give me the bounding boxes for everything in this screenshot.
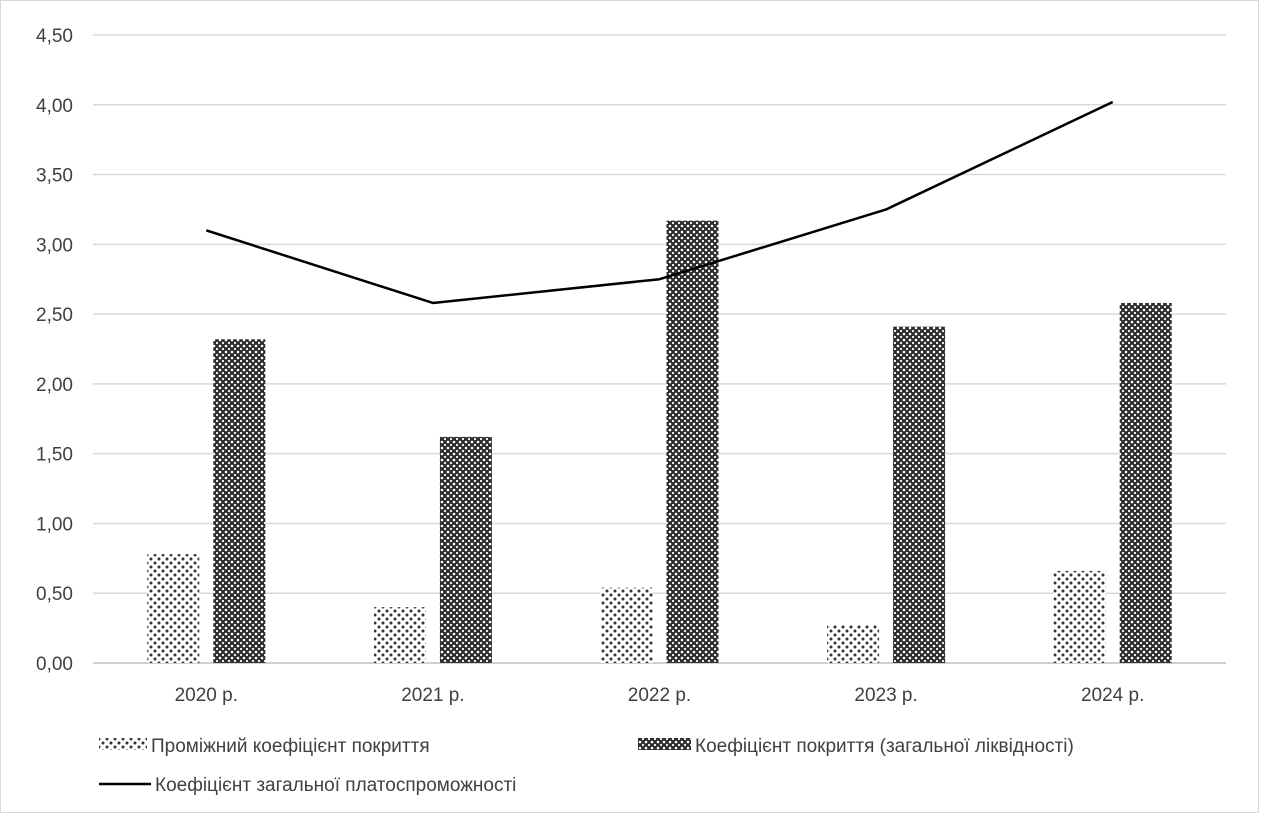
y-tick-label: 4,50 xyxy=(36,26,73,47)
x-tick-label: 2021 р. xyxy=(401,685,464,706)
legend-swatch-dotted xyxy=(99,738,147,750)
y-tick-label: 1,50 xyxy=(36,445,73,466)
legend-swatch-crosshatch xyxy=(638,738,691,750)
line-solvency xyxy=(205,100,1114,305)
y-tick-label: 4,00 xyxy=(36,96,73,117)
x-axis-ticks: 2020 р. 2021 р. 2022 р. 2023 р. 2024 р. xyxy=(175,685,1145,706)
bar-total-liquidity xyxy=(666,220,719,663)
x-tick-label: 2020 р. xyxy=(175,685,238,706)
legend-label-intermediate-coverage: Проміжний коефіцієнт покриття xyxy=(151,736,430,757)
bar-total-liquidity xyxy=(893,326,946,663)
y-tick-label: 2,50 xyxy=(36,305,73,326)
bar-total-liquidity xyxy=(213,339,266,663)
bar-intermediate-coverage xyxy=(147,554,200,663)
legend-item-intermediate-coverage: Проміжний коефіцієнт покриття xyxy=(99,736,430,757)
bars xyxy=(147,220,1172,663)
legend-item-solvency: Коефіцієнт загальної платоспроможності xyxy=(99,775,516,796)
bar-intermediate-coverage xyxy=(827,625,880,663)
y-tick-label: 2,00 xyxy=(36,375,73,396)
y-tick-label: 3,00 xyxy=(36,235,73,256)
y-tick-label: 0,00 xyxy=(36,654,73,675)
y-tick-label: 1,00 xyxy=(36,514,73,535)
legend: Проміжний коефіцієнт покриття Коефіцієнт… xyxy=(99,736,1074,796)
x-tick-label: 2022 р. xyxy=(628,685,691,706)
y-axis-ticks: 0,00 0,50 1,00 1,50 2,00 2,50 3,00 3,50 4,00 4,50 xyxy=(36,26,73,675)
bar-intermediate-coverage xyxy=(600,587,653,663)
line-series xyxy=(205,100,1114,305)
legend-item-total-liquidity: Коефіцієнт покриття (загальної ліквіднос… xyxy=(638,736,1074,757)
grid-layer xyxy=(93,34,1226,664)
y-tick-label: 3,50 xyxy=(36,166,73,187)
x-tick-label: 2024 р. xyxy=(1081,685,1144,706)
y-tick-label: 0,50 xyxy=(36,584,73,605)
bar-total-liquidity xyxy=(439,436,492,663)
bar-intermediate-coverage xyxy=(373,607,426,663)
bar-intermediate-coverage xyxy=(1053,570,1106,663)
legend-label-solvency: Коефіцієнт загальної платоспроможності xyxy=(155,775,516,796)
x-tick-label: 2023 р. xyxy=(854,685,917,706)
bar-total-liquidity xyxy=(1119,302,1172,663)
legend-label-total-liquidity: Коефіцієнт покриття (загальної ліквіднос… xyxy=(695,736,1074,757)
